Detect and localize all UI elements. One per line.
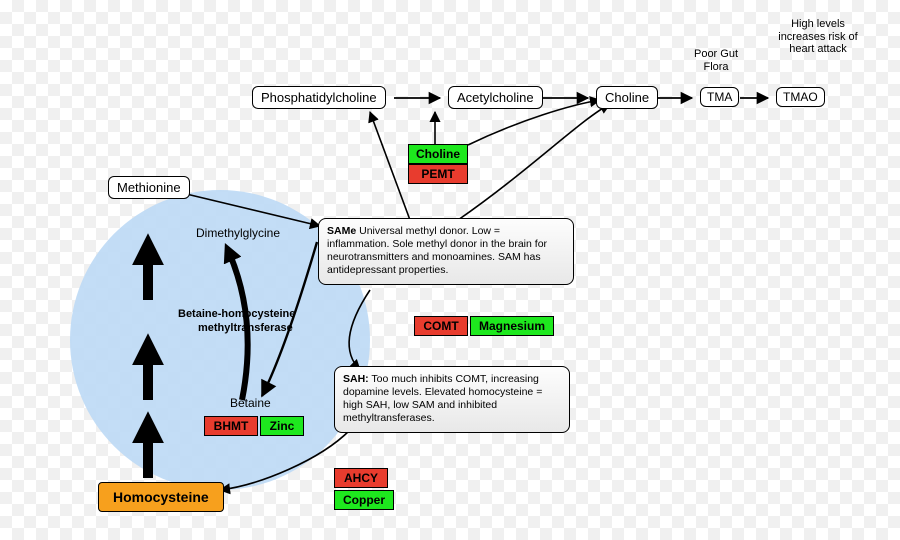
node-choline: Choline [596,86,658,109]
tag-choline: Choline [408,144,468,164]
annot-gut-flora: Poor Gut Flora [686,48,746,73]
tag-ahcy: AHCY [334,468,388,488]
node-acetylcholine: Acetylcholine [448,86,543,109]
node-tmao: TMAO [776,87,825,107]
textbox-sah-rest: Too much inhibits COMT, increasing dopam… [343,373,542,424]
node-phosphatidylcholine: Phosphatidylcholine [252,86,386,109]
diagram-stage: Phosphatidylcholine Acetylcholine Cholin… [0,0,900,540]
textbox-sah-bold: SAH: [343,373,369,385]
label-betaine: Betaine [230,396,271,410]
tag-zinc: Zinc [260,416,304,436]
label-bhmt-enzyme-l2: methyltransferase [198,322,293,334]
tag-bhmt: BHMT [204,416,258,436]
node-tma: TMA [700,87,739,107]
tag-magnesium: Magnesium [470,316,554,336]
tag-homocysteine: Homocysteine [98,482,224,512]
node-methionine: Methionine [108,176,190,199]
tag-pemt: PEMT [408,164,468,184]
label-dimethylglycine: Dimethylglycine [196,226,280,240]
textbox-sah: SAH: Too much inhibits COMT, increasing … [334,366,570,433]
textbox-same: SAMe Universal methyl donor. Low = infla… [318,218,574,285]
tag-copper: Copper [334,490,394,510]
annot-tmao-note: High levels increases risk of heart atta… [778,18,858,56]
label-bhmt-enzyme-l1: Betaine-homocysteine [178,308,295,320]
tag-comt: COMT [414,316,468,336]
textbox-same-rest: Universal methyl donor. Low = inflammati… [327,225,547,276]
textbox-same-bold: SAMe [327,225,356,237]
